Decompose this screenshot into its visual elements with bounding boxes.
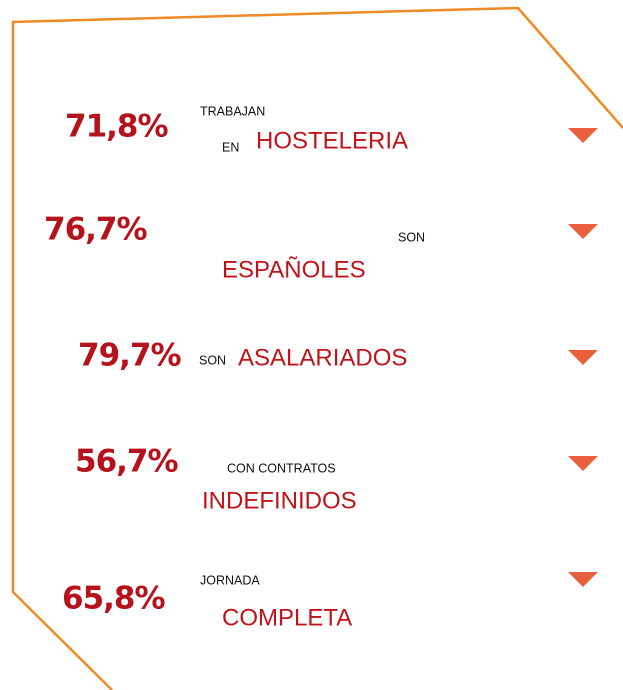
dropdown-arrow[interactable] (568, 572, 598, 587)
item: 79,7% SON ASALARIADOS (78, 338, 598, 374)
item: 76,7% SON ESPAÑOLES (44, 212, 598, 283)
highlight-text: ASALARIADOS (238, 344, 407, 371)
frame (11, 6, 623, 690)
highlight-text: COMPLETA (222, 604, 352, 631)
highlight-text: INDEFINIDOS (202, 487, 357, 514)
percent: 76,7% (44, 212, 147, 248)
lead-text: SON (398, 230, 425, 244)
percent: 79,7% (78, 338, 181, 374)
dropdown-arrow[interactable] (568, 350, 598, 365)
lead-text: JORNADA (200, 573, 260, 587)
dropdown-arrow[interactable] (568, 128, 598, 143)
item: 65,8% JORNADA COMPLETA (62, 572, 598, 631)
percent: 65,8% (62, 581, 165, 617)
highlight-text: ESPAÑOLES (222, 256, 366, 283)
item: 71,8% TRABAJAN EN HOSTELERIA (65, 104, 598, 154)
lead-text: TRABAJAN (200, 104, 265, 118)
lead-text: CON CONTRATOS (227, 461, 336, 475)
percent: 56,7% (75, 444, 178, 480)
item: 56,7% CON CONTRATOS INDEFINIDOS (75, 444, 598, 514)
prefix-text: SON (199, 353, 226, 367)
highlight-text: HOSTELERIA (256, 127, 408, 154)
percent: 71,8% (65, 109, 168, 145)
dropdown-arrow[interactable] (568, 224, 598, 239)
prefix-text: EN (222, 140, 239, 154)
dropdown-arrow[interactable] (568, 456, 598, 471)
